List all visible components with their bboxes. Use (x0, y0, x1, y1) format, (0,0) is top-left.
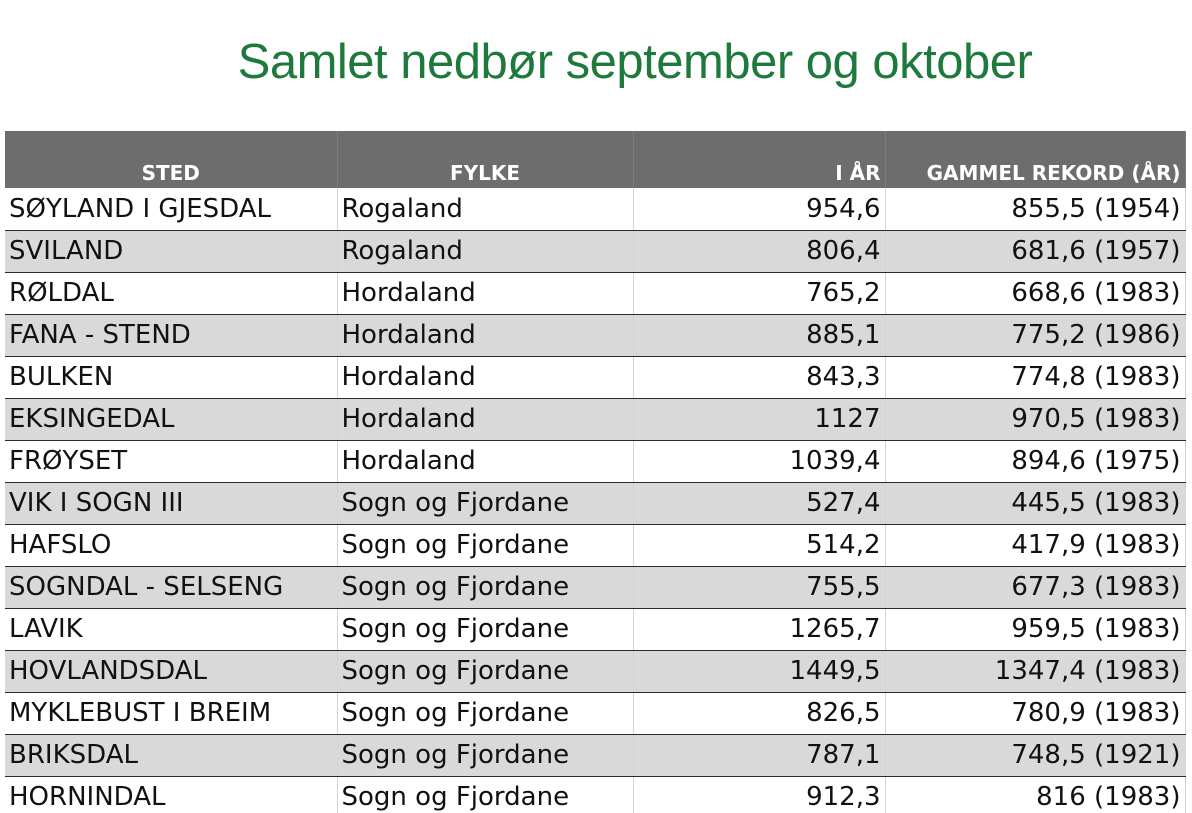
cell-gammel-rekord: 681,6 (1957) (885, 230, 1186, 273)
cell-fylke: Hordaland (337, 356, 634, 399)
cell-fylke: Sogn og Fjordane (337, 776, 634, 813)
column-header-sted: STED (5, 131, 338, 188)
table-row: LAVIK Sogn og Fjordane 1265,7 959,5 (198… (5, 608, 1186, 651)
column-header-i-ar: I ÅR (633, 131, 886, 188)
table-row: FRØYSET Hordaland 1039,4 894,6 (1975) (5, 440, 1186, 483)
cell-sted: BULKEN (5, 356, 338, 399)
cell-fylke: Hordaland (337, 314, 634, 357)
cell-gammel-rekord: 816 (1983) (885, 776, 1186, 813)
cell-fylke: Rogaland (337, 230, 634, 273)
cell-fylke: Sogn og Fjordane (337, 734, 634, 777)
cell-sted: VIK I SOGN III (5, 482, 338, 525)
page-title: Samlet nedbør september og oktober (237, 35, 1033, 89)
table-row: RØLDAL Hordaland 765,2 668,6 (1983) (5, 272, 1186, 315)
cell-sted: FANA - STEND (5, 314, 338, 357)
cell-gammel-rekord: 780,9 (1983) (885, 692, 1186, 735)
cell-sted: SOGNDAL - SELSENG (5, 566, 338, 609)
cell-gammel-rekord: 1347,4 (1983) (885, 650, 1186, 693)
cell-sted: RØLDAL (5, 272, 338, 315)
cell-gammel-rekord: 417,9 (1983) (885, 524, 1186, 567)
cell-gammel-rekord: 774,8 (1983) (885, 356, 1186, 399)
column-header-gammel-rekord: GAMMEL REKORD (ÅR) (885, 131, 1186, 188)
table-body: SØYLAND I GJESDAL Rogaland 954,6 855,5 (… (5, 188, 1186, 813)
table-row: EKSINGEDAL Hordaland 1127 970,5 (1983) (5, 398, 1186, 441)
cell-sted: HAFSLO (5, 524, 338, 567)
cell-gammel-rekord: 748,5 (1921) (885, 734, 1186, 777)
cell-gammel-rekord: 959,5 (1983) (885, 608, 1186, 651)
table-row: BRIKSDAL Sogn og Fjordane 787,1 748,5 (1… (5, 734, 1186, 777)
cell-gammel-rekord: 855,5 (1954) (885, 188, 1186, 231)
cell-fylke: Sogn og Fjordane (337, 692, 634, 735)
table-row: VIK I SOGN III Sogn og Fjordane 527,4 44… (5, 482, 1186, 525)
table-row: FANA - STEND Hordaland 885,1 775,2 (1986… (5, 314, 1186, 357)
cell-sted: MYKLEBUST I BREIM (5, 692, 338, 735)
cell-sted: EKSINGEDAL (5, 398, 338, 441)
cell-sted: SVILAND (5, 230, 338, 273)
cell-i-ar: 885,1 (633, 314, 886, 357)
cell-fylke: Sogn og Fjordane (337, 566, 634, 609)
cell-i-ar: 954,6 (633, 188, 886, 231)
cell-fylke: Hordaland (337, 272, 634, 315)
cell-i-ar: 787,1 (633, 734, 886, 777)
cell-i-ar: 912,3 (633, 776, 886, 813)
table-row: HAFSLO Sogn og Fjordane 514,2 417,9 (198… (5, 524, 1186, 567)
cell-gammel-rekord: 677,3 (1983) (885, 566, 1186, 609)
cell-fylke: Rogaland (337, 188, 634, 231)
cell-fylke: Hordaland (337, 398, 634, 441)
cell-sted: FRØYSET (5, 440, 338, 483)
cell-i-ar: 514,2 (633, 524, 886, 567)
cell-i-ar: 826,5 (633, 692, 886, 735)
precipitation-table: STED FYLKE I ÅR GAMMEL REKORD (ÅR) SØYLA… (5, 131, 1186, 813)
table-row: SØYLAND I GJESDAL Rogaland 954,6 855,5 (… (5, 188, 1186, 231)
cell-sted: BRIKSDAL (5, 734, 338, 777)
table-row: SOGNDAL - SELSENG Sogn og Fjordane 755,5… (5, 566, 1186, 609)
table-row: HORNINDAL Sogn og Fjordane 912,3 816 (19… (5, 776, 1186, 813)
cell-gammel-rekord: 970,5 (1983) (885, 398, 1186, 441)
cell-sted: HORNINDAL (5, 776, 338, 813)
cell-sted: LAVIK (5, 608, 338, 651)
cell-fylke: Hordaland (337, 440, 634, 483)
table-row: MYKLEBUST I BREIM Sogn og Fjordane 826,5… (5, 692, 1186, 735)
column-header-fylke: FYLKE (337, 131, 634, 188)
cell-i-ar: 765,2 (633, 272, 886, 315)
table-row: BULKEN Hordaland 843,3 774,8 (1983) (5, 356, 1186, 399)
cell-gammel-rekord: 445,5 (1983) (885, 482, 1186, 525)
cell-gammel-rekord: 775,2 (1986) (885, 314, 1186, 357)
cell-fylke: Sogn og Fjordane (337, 608, 634, 651)
cell-fylke: Sogn og Fjordane (337, 650, 634, 693)
cell-gammel-rekord: 668,6 (1983) (885, 272, 1186, 315)
cell-fylke: Sogn og Fjordane (337, 524, 634, 567)
table-header: STED FYLKE I ÅR GAMMEL REKORD (ÅR) (5, 131, 1186, 188)
cell-i-ar: 755,5 (633, 566, 886, 609)
cell-i-ar: 1449,5 (633, 650, 886, 693)
header-row: STED FYLKE I ÅR GAMMEL REKORD (ÅR) (5, 131, 1186, 188)
cell-i-ar: 1127 (633, 398, 886, 441)
table-row: SVILAND Rogaland 806,4 681,6 (1957) (5, 230, 1186, 273)
cell-sted: HOVLANDSDAL (5, 650, 338, 693)
cell-i-ar: 1039,4 (633, 440, 886, 483)
cell-sted: SØYLAND I GJESDAL (5, 188, 338, 231)
table-row: HOVLANDSDAL Sogn og Fjordane 1449,5 1347… (5, 650, 1186, 693)
cell-fylke: Sogn og Fjordane (337, 482, 634, 525)
cell-i-ar: 1265,7 (633, 608, 886, 651)
cell-i-ar: 843,3 (633, 356, 886, 399)
cell-i-ar: 527,4 (633, 482, 886, 525)
cell-gammel-rekord: 894,6 (1975) (885, 440, 1186, 483)
cell-i-ar: 806,4 (633, 230, 886, 273)
